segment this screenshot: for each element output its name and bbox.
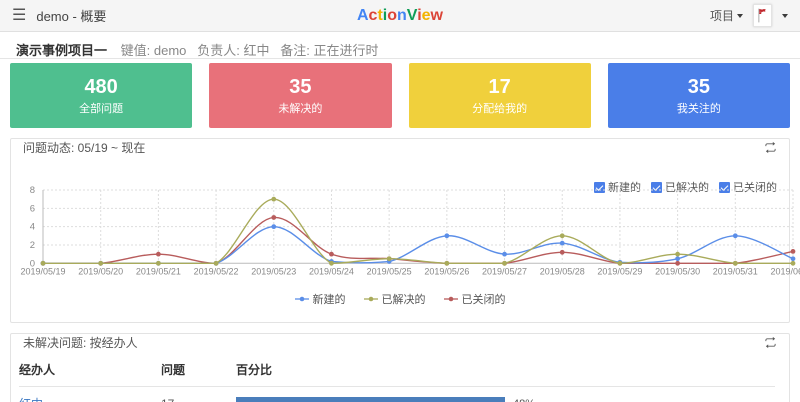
svg-text:2019/05/30: 2019/05/30 bbox=[655, 266, 700, 276]
svg-text:2019/05/22: 2019/05/22 bbox=[194, 266, 239, 276]
svg-text:2019/06/02: 2019/06/02 bbox=[771, 266, 800, 276]
svg-text:4: 4 bbox=[30, 222, 35, 233]
svg-text:2019/05/31: 2019/05/31 bbox=[713, 266, 758, 276]
svg-text:8: 8 bbox=[30, 185, 35, 196]
svg-text:2019/05/19: 2019/05/19 bbox=[21, 266, 66, 276]
svg-text:2019/05/24: 2019/05/24 bbox=[309, 266, 354, 276]
svg-text:2019/05/21: 2019/05/21 bbox=[136, 266, 181, 276]
svg-text:2019/05/23: 2019/05/23 bbox=[251, 266, 296, 276]
svg-text:2019/05/28: 2019/05/28 bbox=[540, 266, 585, 276]
svg-text:2019/05/25: 2019/05/25 bbox=[367, 266, 412, 276]
svg-text:6: 6 bbox=[30, 203, 35, 214]
svg-text:2019/05/29: 2019/05/29 bbox=[597, 266, 642, 276]
svg-text:2019/05/27: 2019/05/27 bbox=[482, 266, 527, 276]
svg-text:2019/05/26: 2019/05/26 bbox=[424, 266, 469, 276]
svg-text:2019/05/20: 2019/05/20 bbox=[78, 266, 123, 276]
svg-text:2: 2 bbox=[30, 240, 35, 251]
